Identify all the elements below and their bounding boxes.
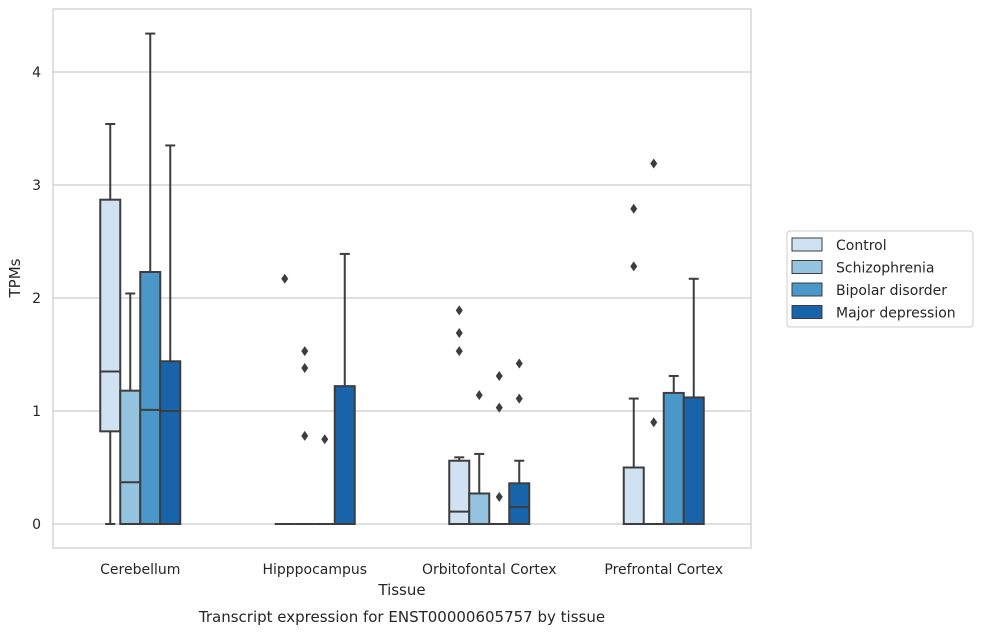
outlier-point (650, 158, 658, 169)
box (622, 203, 645, 525)
outlier-point (455, 346, 463, 357)
legend-swatch (791, 260, 823, 274)
outlier-point (650, 417, 658, 428)
box-iqr (508, 482, 531, 526)
box (468, 390, 491, 525)
plot-frame (52, 8, 752, 549)
x-tick-label: Orbitofontal Cortex (422, 562, 557, 578)
x-tick-label: Hipppocampus (262, 562, 367, 578)
y-tick-label: 1 (32, 404, 41, 420)
legend-label: Major depression (836, 306, 956, 322)
box-iqr (99, 198, 122, 433)
y-tick-label: 3 (32, 178, 41, 194)
box-group (448, 305, 531, 526)
box-group (99, 32, 182, 526)
legend-swatch (791, 305, 823, 319)
box (682, 277, 705, 525)
legend-swatch (791, 237, 823, 252)
box (508, 358, 531, 526)
box-iqr (159, 360, 182, 525)
box-group (622, 158, 705, 526)
outlier-point (301, 346, 309, 357)
y-tick-label: 4 (32, 65, 41, 81)
x-tick-label: Prefrontal Cortex (604, 562, 723, 578)
legend-label: Control (836, 238, 887, 254)
box (99, 122, 122, 525)
y-tick-label: 0 (32, 517, 41, 533)
outlier-point (515, 358, 523, 369)
outlier-point (455, 328, 463, 339)
outlier-point (630, 203, 638, 214)
outlier-point (515, 393, 523, 404)
box-iqr (682, 396, 705, 525)
outlier-point (495, 491, 503, 502)
box-iqr (622, 466, 645, 525)
x-axis-label: Tissue (377, 581, 425, 599)
legend-swatch (791, 282, 823, 297)
box (448, 305, 471, 525)
box (159, 144, 182, 525)
outlier-point (281, 273, 289, 284)
box-iqr (139, 271, 162, 526)
outlier-point (321, 434, 329, 445)
box-iqr (119, 389, 142, 525)
legend-label: Schizophrenia (836, 261, 934, 277)
outlier-point (301, 363, 309, 374)
legend: Control Schizophrenia Bipolar disorder Majo… (786, 230, 974, 328)
y-tick-label: 2 (32, 291, 41, 307)
chart-caption: Transcript expression for ENST0000060575… (198, 608, 605, 626)
outlier-point (301, 430, 309, 441)
box (119, 292, 142, 525)
legend-frame (786, 230, 974, 328)
box-group (274, 252, 356, 526)
box-iqr (468, 492, 491, 525)
outlier-point (630, 261, 638, 272)
outlier-point (475, 390, 483, 401)
y-axis-label: TPMs (6, 258, 24, 298)
box (662, 374, 685, 526)
box (294, 346, 315, 525)
box (333, 252, 356, 526)
legend-label: Bipolar disorder (836, 283, 947, 299)
box (489, 370, 510, 525)
x-tick-label: Cerebellum (100, 562, 180, 578)
box-groups (99, 32, 705, 526)
y-tick-labels: 0 1 2 3 4 (32, 65, 41, 533)
box-iqr (448, 459, 471, 525)
box (139, 32, 162, 526)
outlier-point (495, 370, 503, 381)
box (643, 158, 664, 525)
box-iqr (333, 385, 356, 526)
box (314, 434, 335, 525)
x-tick-labels: Cerebellum Hipppocampus Orbitofontal Corte… (100, 562, 723, 578)
box-iqr (662, 391, 685, 526)
outlier-point (495, 402, 503, 413)
outlier-point (455, 305, 463, 316)
box (274, 273, 295, 525)
